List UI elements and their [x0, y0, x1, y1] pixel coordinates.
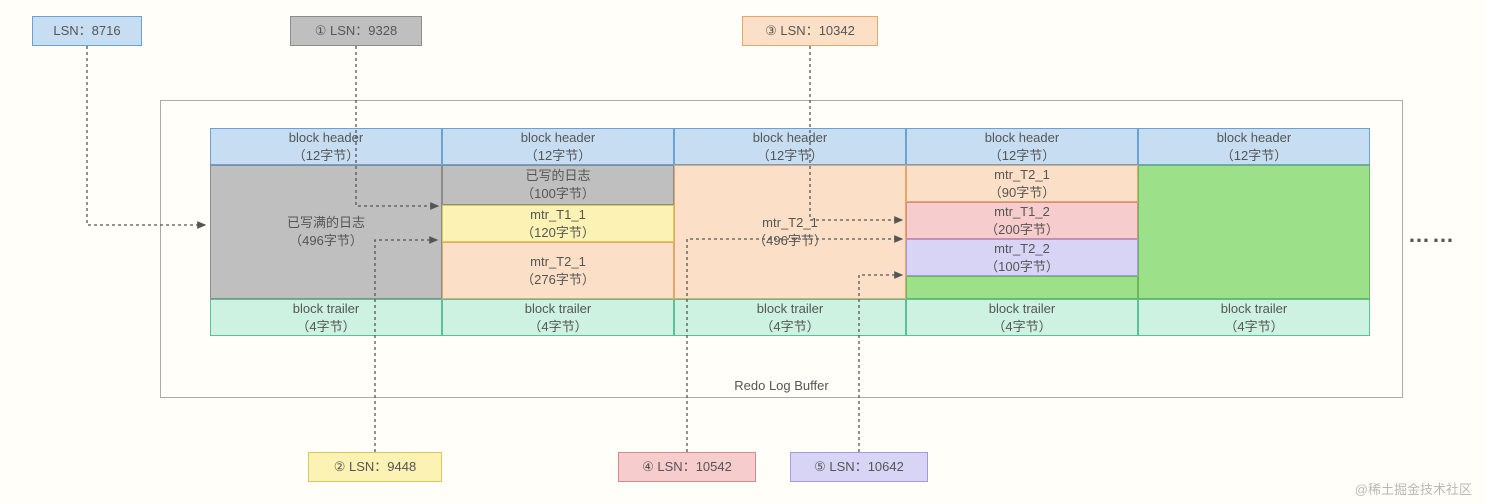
body-cell-7: mtr_T2_2（100字节） — [906, 239, 1138, 276]
block-header-4-sub: （12字节） — [1221, 147, 1287, 165]
block-header-3-sub: （12字节） — [989, 147, 1055, 165]
body-cell-9 — [1138, 165, 1370, 299]
body-cell-2: mtr_T1_1（120字节） — [442, 205, 674, 242]
lsn-box-lsn5: ⑤ LSN：10642 — [790, 452, 928, 482]
block-trailer-3: block trailer（4字节） — [906, 299, 1138, 336]
body-cell-5-sub: （90字节） — [989, 184, 1055, 202]
block-header-1-sub: （12字节） — [525, 147, 591, 165]
block-trailer-3-sub: （4字节） — [992, 318, 1051, 336]
body-cell-2-sub: （120字节） — [521, 224, 595, 242]
block-trailer-2-title: block trailer — [757, 300, 823, 318]
lsn-box-lsn2: ② LSN：9448 — [308, 452, 442, 482]
block-header-1: block header（12字节） — [442, 128, 674, 165]
body-cell-5-title: mtr_T2_1 — [994, 166, 1050, 184]
body-cell-3-sub: （276字节） — [521, 271, 595, 289]
block-trailer-2: block trailer（4字节） — [674, 299, 906, 336]
block-trailer-4: block trailer（4字节） — [1138, 299, 1370, 336]
body-cell-6: mtr_T1_2（200字节） — [906, 202, 1138, 239]
block-header-2-title: block header — [753, 129, 827, 147]
block-header-4: block header（12字节） — [1138, 128, 1370, 165]
body-cell-4: mtr_T2_1（496字节） — [674, 165, 906, 299]
body-cell-7-sub: （100字节） — [985, 258, 1059, 276]
body-cell-3: mtr_T2_1（276字节） — [442, 242, 674, 299]
block-trailer-4-title: block trailer — [1221, 300, 1287, 318]
lsn-label-lsn5: ⑤ LSN：10642 — [814, 458, 904, 476]
body-cell-4-sub: （496字节） — [753, 232, 827, 250]
block-trailer-3-title: block trailer — [989, 300, 1055, 318]
block-trailer-1: block trailer（4字节） — [442, 299, 674, 336]
block-header-4-title: block header — [1217, 129, 1291, 147]
body-cell-6-sub: （200字节） — [985, 221, 1059, 239]
body-cell-1-sub: （100字节） — [521, 185, 595, 203]
lsn-label-lsn2: ② LSN：9448 — [334, 458, 416, 476]
block-header-2-sub: （12字节） — [757, 147, 823, 165]
block-trailer-4-sub: （4字节） — [1224, 318, 1283, 336]
body-cell-1-title: 已写的日志 — [525, 167, 590, 185]
watermark: @稀土掘金技术社区 — [1355, 479, 1472, 498]
body-cell-0-sub: （496字节） — [289, 232, 363, 250]
lsn-label-lsn1: ① LSN：9328 — [315, 22, 397, 40]
lsn-label-lsn0: LSN：8716 — [53, 22, 120, 40]
block-trailer-0-title: block trailer — [293, 300, 359, 318]
body-cell-0: 已写满的日志（496字节） — [210, 165, 442, 299]
ellipsis-icon: …… — [1408, 222, 1456, 248]
body-cell-0-title: 已写满的日志 — [287, 214, 365, 232]
lsn-box-lsn0: LSN：8716 — [32, 16, 142, 46]
block-header-0: block header（12字节） — [210, 128, 442, 165]
block-trailer-1-sub: （4字节） — [528, 318, 587, 336]
block-trailer-2-sub: （4字节） — [760, 318, 819, 336]
lsn-box-lsn4: ④ LSN：10542 — [618, 452, 756, 482]
block-header-0-sub: （12字节） — [293, 147, 359, 165]
lsn-box-lsn1: ① LSN：9328 — [290, 16, 422, 46]
body-cell-1: 已写的日志（100字节） — [442, 165, 674, 205]
lsn-label-lsn3: ③ LSN：10342 — [765, 22, 855, 40]
block-trailer-1-title: block trailer — [525, 300, 591, 318]
body-cell-6-title: mtr_T1_2 — [994, 203, 1050, 221]
block-header-0-title: block header — [289, 129, 363, 147]
block-header-3: block header（12字节） — [906, 128, 1138, 165]
body-cell-3-title: mtr_T2_1 — [530, 253, 586, 271]
block-trailer-0-sub: （4字节） — [296, 318, 355, 336]
block-header-2: block header（12字节） — [674, 128, 906, 165]
body-cell-8 — [906, 276, 1138, 299]
body-cell-7-title: mtr_T2_2 — [994, 240, 1050, 258]
body-cell-5: mtr_T2_1（90字节） — [906, 165, 1138, 202]
body-cell-2-title: mtr_T1_1 — [530, 206, 586, 224]
lsn-box-lsn3: ③ LSN：10342 — [742, 16, 878, 46]
block-header-3-title: block header — [985, 129, 1059, 147]
block-header-1-title: block header — [521, 129, 595, 147]
body-cell-4-title: mtr_T2_1 — [762, 214, 818, 232]
redo-log-buffer-caption: Redo Log Buffer — [160, 378, 1403, 393]
lsn-label-lsn4: ④ LSN：10542 — [642, 458, 732, 476]
block-trailer-0: block trailer（4字节） — [210, 299, 442, 336]
